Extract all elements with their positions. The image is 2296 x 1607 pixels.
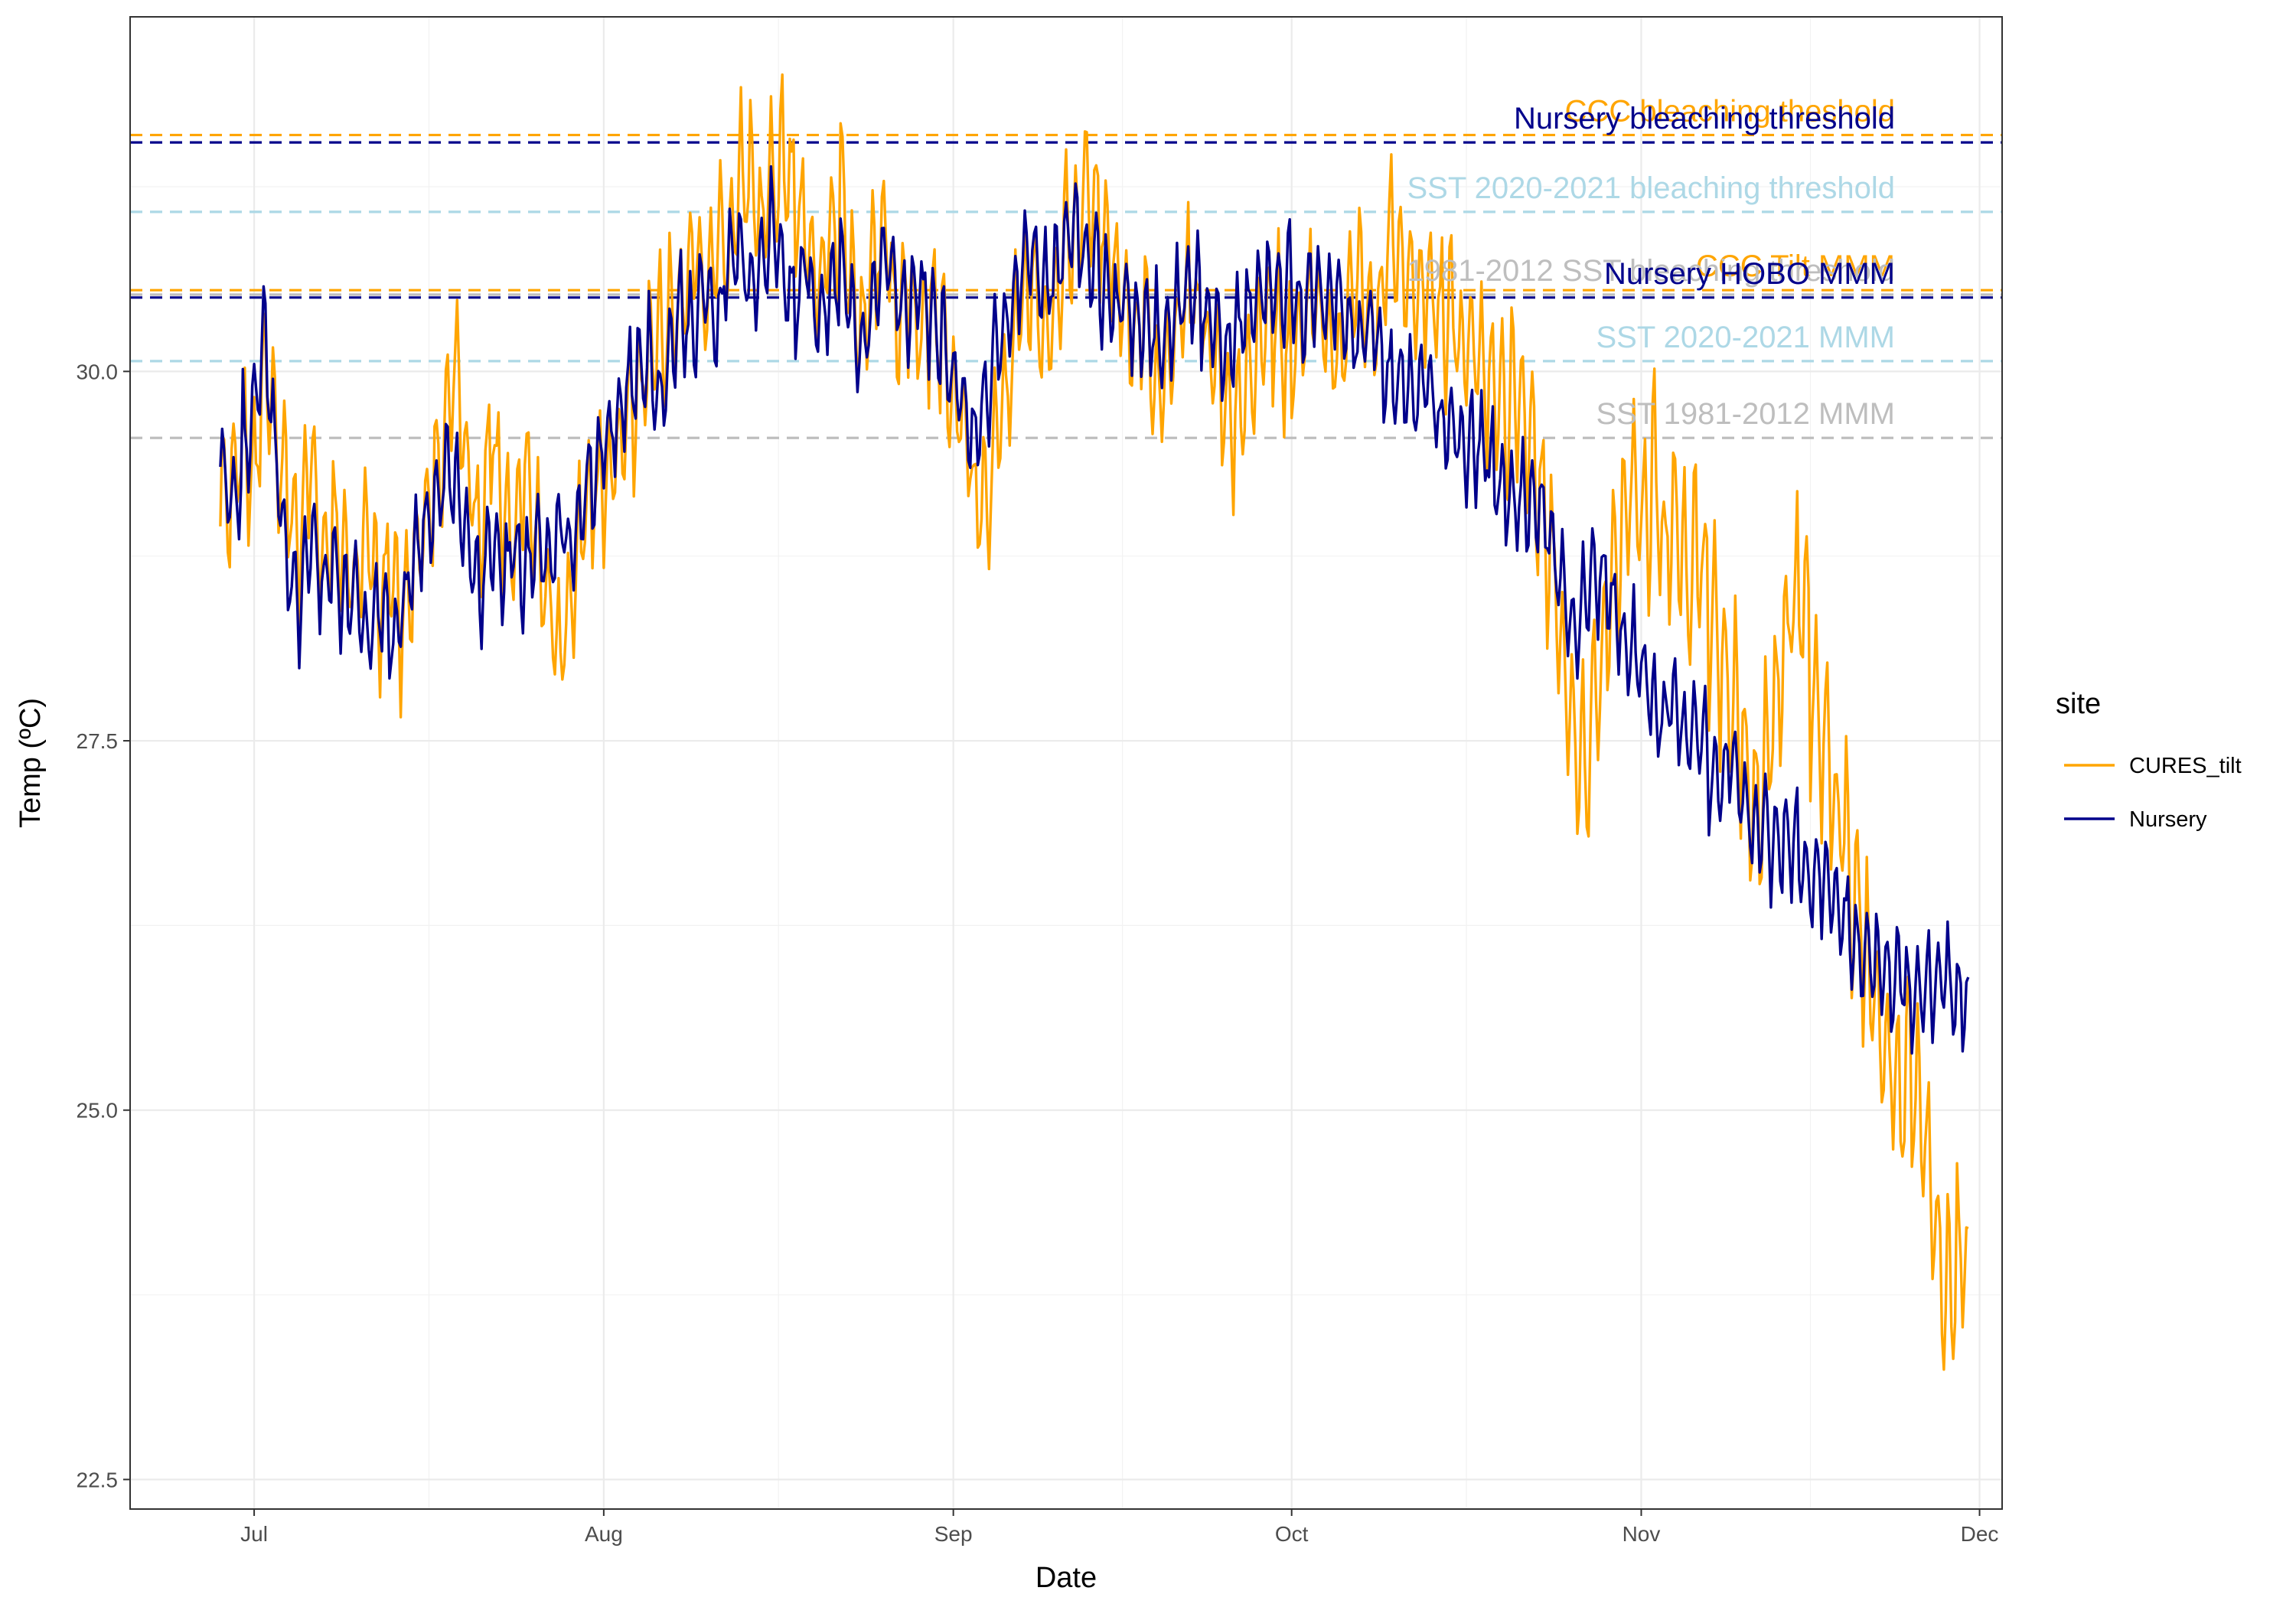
reference-label: SST 2020-2021 MMM [1596, 321, 1895, 354]
legend-title: site [2056, 688, 2101, 720]
legend-label: Nursery [2129, 807, 2207, 832]
y-axis-title: Temp (ºC) [15, 698, 47, 828]
x-axis-title: Date [1035, 1562, 1097, 1594]
reference-label: Nursery bleaching threshold [1514, 102, 1895, 135]
legend-items: CURES_tilt Nursery [2064, 754, 2242, 832]
series-line-cures-tilt [219, 73, 1969, 1371]
y-tick-label: 25.0 [77, 1099, 119, 1123]
reference-label: CCC Tilt MMM [1696, 249, 1895, 283]
x-tick-label: Sep [934, 1522, 973, 1546]
x-tick-label: Oct [1275, 1522, 1309, 1546]
y-tick-label: 27.5 [77, 729, 119, 753]
y-tick-label: 30.0 [77, 360, 119, 383]
y-axis: 22.5 25.0 27.5 30.0 [77, 360, 130, 1491]
x-axis: Jul Aug Sep Oct Nov Dec [240, 1509, 1998, 1546]
reference-label: SST 2020-2021 bleaching threshold [1407, 171, 1896, 205]
reference-label: 1981-2012 SST bleaching threshold [1407, 254, 1896, 288]
minor-gridlines [130, 17, 2002, 1509]
reference-label: SST 1981-2012 MMM [1596, 397, 1895, 431]
series-lines [219, 73, 1970, 1371]
series-line-nursery [219, 165, 1970, 1055]
x-tick-label: Dec [1961, 1522, 1999, 1546]
x-tick-label: Nov [1623, 1522, 1661, 1546]
legend: site CURES_tilt Nursery [2056, 688, 2242, 832]
panel-border [129, 16, 2003, 1510]
legend-label: CURES_tilt [2129, 754, 2242, 778]
y-tick-label: 22.5 [77, 1468, 119, 1491]
x-tick-label: Jul [240, 1522, 268, 1546]
reference-label: CCC bleaching theshold [1565, 94, 1895, 128]
x-tick-label: Aug [585, 1522, 623, 1546]
reference-label: Nursery HOBO MMM [1604, 257, 1895, 291]
